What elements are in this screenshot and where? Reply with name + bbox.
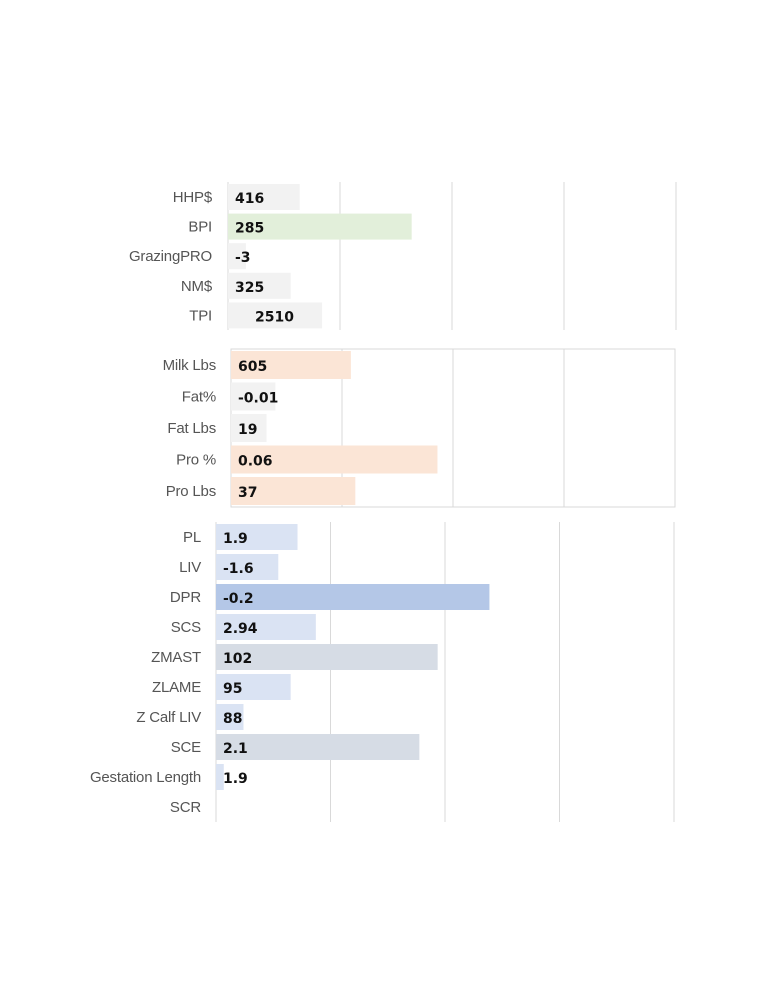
data-label: 325 bbox=[235, 280, 264, 296]
data-label: 1.9 bbox=[223, 771, 248, 787]
bar bbox=[216, 734, 420, 760]
data-label: -3 bbox=[235, 250, 251, 266]
health-chart: PL 1.9 LIV -1.6 DPR -0.2 SCS 2.94 ZMAST 102 ZLAME 9… bbox=[90, 522, 675, 822]
category-label: SCE bbox=[171, 739, 201, 756]
bar bbox=[216, 554, 279, 580]
production-chart: Milk Lbs 605 Fat% -0.01 Fat Lbs 19 Pro % 0.06 Pr… bbox=[163, 348, 676, 508]
data-label: 95 bbox=[223, 681, 242, 697]
bar bbox=[216, 674, 291, 700]
data-label: 285 bbox=[235, 221, 264, 237]
bar bbox=[216, 584, 490, 610]
data-label: 605 bbox=[238, 359, 267, 375]
category-label: DPR bbox=[170, 589, 201, 606]
category-label: ZLAME bbox=[152, 679, 201, 696]
bar bbox=[228, 302, 323, 329]
data-label: 19 bbox=[238, 422, 257, 438]
category-label: Z Calf LIV bbox=[136, 709, 201, 726]
bar bbox=[216, 614, 316, 640]
category-label: HHP$ bbox=[173, 189, 213, 206]
bar bbox=[216, 524, 298, 550]
bar bbox=[216, 764, 224, 790]
data-label: -1.6 bbox=[223, 561, 254, 577]
category-label: BPI bbox=[188, 219, 212, 236]
bar bbox=[216, 644, 438, 670]
category-label: TPI bbox=[189, 307, 212, 324]
bar bbox=[216, 704, 244, 730]
data-label: 2.1 bbox=[223, 741, 248, 757]
category-label: NM$ bbox=[181, 278, 213, 295]
bar bbox=[231, 477, 356, 505]
category-label: ZMAST bbox=[151, 649, 201, 666]
category-label: Gestation Length bbox=[90, 769, 201, 786]
category-label: PL bbox=[183, 529, 201, 546]
bar bbox=[231, 414, 267, 442]
category-label: Pro % bbox=[176, 452, 216, 469]
bar bbox=[228, 272, 291, 299]
category-label: Milk Lbs bbox=[163, 357, 216, 374]
data-label: 37 bbox=[238, 485, 257, 501]
indexes-chart: HHP$ 416 BPI 285 GrazingPRO -3 NM$ 325 TPI 2510 bbox=[129, 182, 677, 330]
category-label: LIV bbox=[179, 559, 201, 576]
bar bbox=[228, 213, 412, 240]
category-label: Fat% bbox=[182, 389, 216, 406]
data-label: 88 bbox=[223, 711, 242, 727]
data-label: 2.94 bbox=[223, 621, 258, 637]
category-label: Pro Lbs bbox=[166, 483, 216, 500]
data-label: 1.9 bbox=[223, 531, 248, 547]
category-label: SCR bbox=[170, 799, 201, 816]
bar bbox=[231, 351, 351, 379]
bar bbox=[231, 445, 438, 474]
data-label: 2510 bbox=[255, 309, 294, 325]
bar bbox=[228, 243, 246, 270]
data-label: 416 bbox=[235, 191, 264, 207]
bar bbox=[231, 382, 276, 411]
data-label: 102 bbox=[223, 651, 252, 667]
category-label: Fat Lbs bbox=[167, 420, 216, 437]
data-label: -0.2 bbox=[223, 591, 254, 607]
data-label: -0.01 bbox=[238, 391, 278, 407]
data-label: 0.06 bbox=[238, 454, 273, 470]
category-label: GrazingPRO bbox=[129, 248, 212, 265]
bar bbox=[228, 184, 300, 210]
category-label: SCS bbox=[171, 619, 201, 636]
